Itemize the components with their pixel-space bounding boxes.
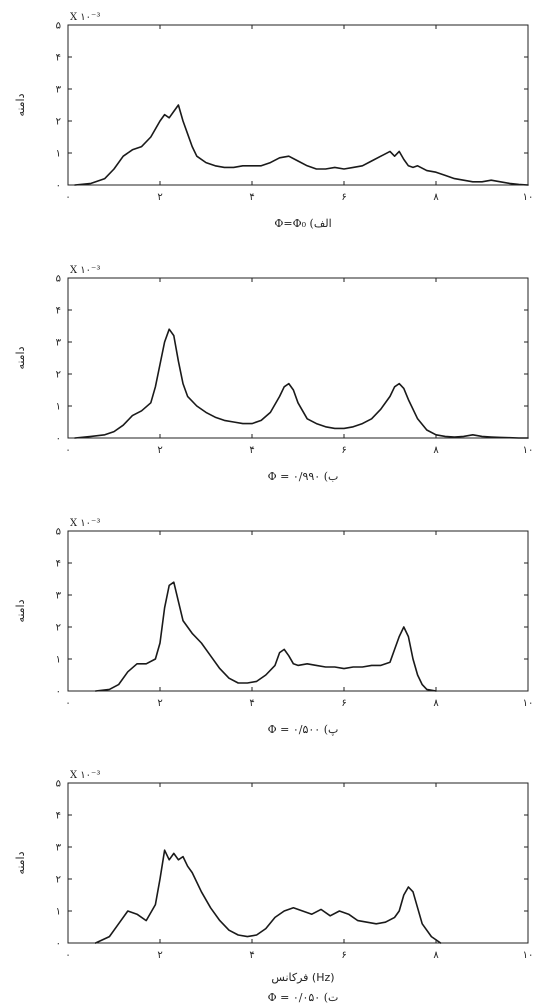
y-tick-label: ۳ <box>56 85 62 96</box>
y-tick-label: ۳ <box>56 338 62 349</box>
x-tick-label: ۱۰ <box>523 192 534 203</box>
series-line-1 <box>94 849 442 944</box>
plot-frame <box>67 782 529 944</box>
x-tick-label: ۶ <box>341 192 346 203</box>
y-tick-label: ۰ <box>56 939 61 950</box>
chart-panel-3: ۰ ۲ ۴ ۶ ۸ ۱۰ ۰ ۱ ۲ ۳ ۴ ۵ X ۱۰⁻³ دامنه Φ = ۰/۵۰۰ (پ <box>14 518 533 736</box>
y-tick-label: ۲ <box>56 117 61 128</box>
exponent-label: X ۱۰⁻³ <box>70 770 100 781</box>
panel-caption: Φ = ۰/۹۹۰ (ب <box>268 470 339 483</box>
y-tick-label: ۱ <box>56 655 61 666</box>
x-tick-label: ۱۰ <box>523 698 534 709</box>
y-tick-label: ۴ <box>56 559 61 570</box>
x-axis-label: فرکانس (Hz) <box>271 971 334 984</box>
x-tick-label: ۶ <box>341 445 346 456</box>
y-tick-label: ۵ <box>56 274 61 285</box>
panel-caption: Φ = ۰/۰۵۰ (ت <box>268 991 339 1004</box>
x-tick-label: ۱۰ <box>523 950 534 961</box>
panel-caption: Φ = ۰/۵۰۰ (پ <box>268 723 339 736</box>
chart-panel-4: ۰ ۲ ۴ ۶ ۸ ۱۰ ۰ ۱ ۲ ۳ ۴ ۵ X ۱۰⁻³ دامنه فرکانس (Hz) Φ = ۰… <box>14 770 533 1004</box>
y-axis-label: دامنه <box>14 346 27 369</box>
chart-panel-2: ۰ ۲ ۴ ۶ ۸ ۱۰ ۰ ۱ ۲ ۳ ۴ ۵ X ۱۰⁻³ دامنه Φ = ۰/۹۹۰ (ب <box>14 265 533 483</box>
plot-frame <box>67 530 529 692</box>
y-tick-label: ۳ <box>56 843 62 854</box>
x-tick-label: ۰ <box>65 950 70 961</box>
y-tick-label: ۲ <box>56 623 61 634</box>
y-axis-label: دامنه <box>14 93 27 116</box>
x-tick-label: ۴ <box>249 698 254 709</box>
x-tick-label: ۴ <box>249 950 254 961</box>
y-tick-label: ۱ <box>56 907 61 918</box>
x-tick-label: ۰ <box>65 445 70 456</box>
y-tick-label: ۳ <box>56 591 62 602</box>
y-tick-label: ۴ <box>56 306 61 317</box>
x-tick-label: ۴ <box>249 192 254 203</box>
x-tick-label: ۲ <box>157 950 162 961</box>
y-tick-label: ۴ <box>56 53 61 64</box>
x-tick-label: ۰ <box>65 698 70 709</box>
exponent-label: X ۱۰⁻³ <box>70 518 100 529</box>
x-tick-label: ۶ <box>341 950 346 961</box>
panel-caption: Φ=Φ₀ (الف <box>274 217 331 230</box>
series-line-1 <box>74 328 529 439</box>
y-tick-label: ۰ <box>56 181 61 192</box>
plot-frame <box>67 24 529 186</box>
y-tick-label: ۰ <box>56 434 61 445</box>
x-tick-label: ۲ <box>157 445 162 456</box>
x-tick-label: ۶ <box>341 698 346 709</box>
plot-frame <box>67 277 529 439</box>
x-tick-label: ۸ <box>433 698 439 709</box>
y-tick-label: ۵ <box>56 779 61 790</box>
y-axis-label: دامنه <box>14 851 27 874</box>
x-tick-label: ۲ <box>157 698 162 709</box>
chart-panel-1: ۰ ۲ ۴ ۶ ۸ ۱۰ ۰ ۱ ۲ ۳ ۴ ۵ X ۱۰⁻³ دامنه Φ=Φ₀ (الف <box>14 12 533 230</box>
x-tick-label: ۴ <box>249 445 254 456</box>
y-axis-label: دامنه <box>14 599 27 622</box>
x-tick-label: ۲ <box>157 192 162 203</box>
series-line-1 <box>74 104 529 186</box>
x-tick-label: ۸ <box>433 950 439 961</box>
series-line-1 <box>94 581 437 692</box>
y-tick-label: ۱ <box>56 149 61 160</box>
y-tick-label: ۵ <box>56 21 61 32</box>
y-tick-label: ۱ <box>56 402 61 413</box>
x-tick-label: ۰ <box>65 192 70 203</box>
x-tick-label: ۸ <box>433 445 439 456</box>
x-tick-label: ۱۰ <box>523 445 534 456</box>
x-tick-label: ۸ <box>433 192 439 203</box>
y-tick-label: ۵ <box>56 527 61 538</box>
exponent-label: X ۱۰⁻³ <box>70 265 100 276</box>
y-tick-label: ۴ <box>56 811 61 822</box>
y-tick-label: ۲ <box>56 875 61 886</box>
y-tick-label: ۰ <box>56 687 61 698</box>
y-tick-label: ۲ <box>56 370 61 381</box>
exponent-label: X ۱۰⁻³ <box>70 12 100 23</box>
